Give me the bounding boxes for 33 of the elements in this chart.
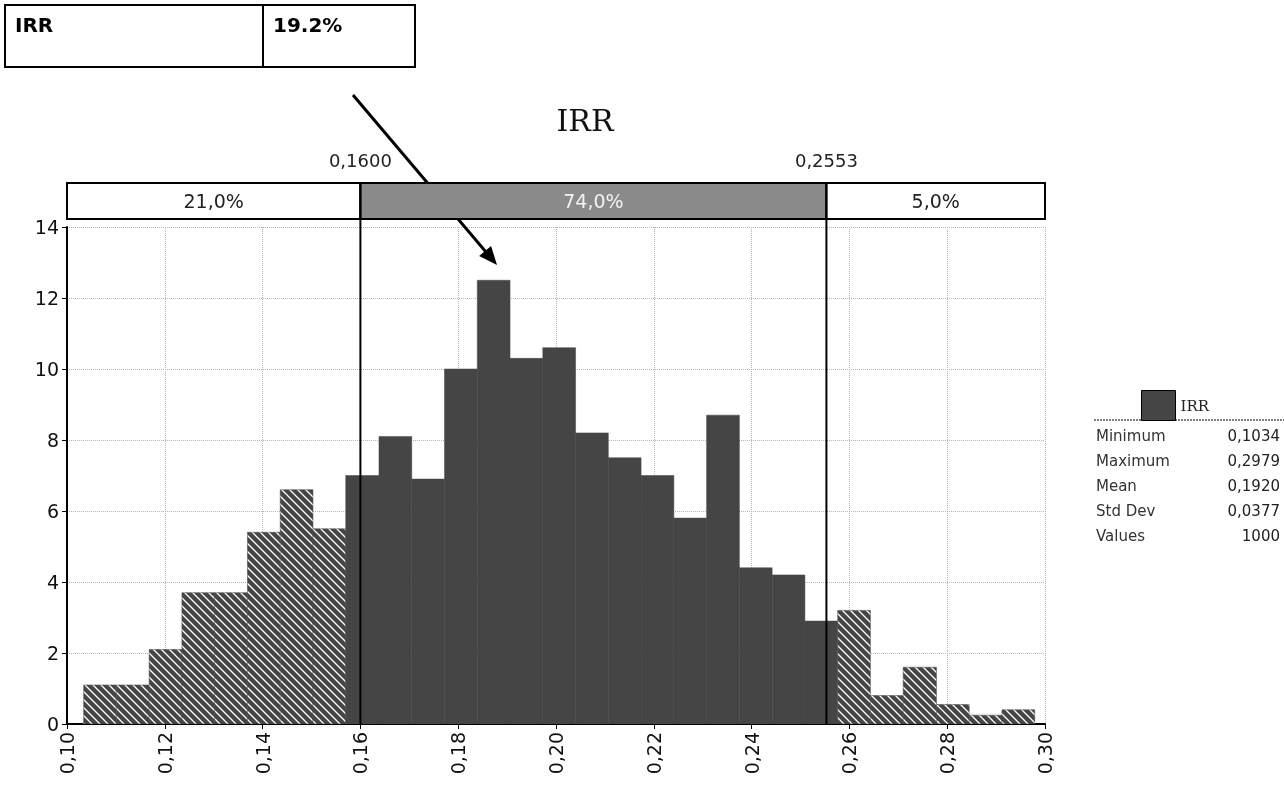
text: Std Dev 0,0377	[1096, 502, 1280, 520]
text: 74,0%	[563, 190, 624, 212]
x-tick-label: 0,12	[153, 732, 176, 775]
ref-line-label: 0,1600	[328, 149, 392, 171]
legend-label: IRR	[1180, 396, 1210, 415]
text: Mean 0,1920	[1096, 477, 1280, 495]
y-tick-label: 0	[46, 713, 59, 735]
x-tick-label: 0,24	[740, 732, 763, 775]
ref-line-label: 0,2553	[794, 149, 858, 171]
text: 21,0%	[183, 190, 244, 212]
chart-title: IRR	[556, 102, 615, 138]
y-tick-label: 14	[34, 216, 59, 238]
x-tick-label: 0,18	[447, 732, 470, 775]
text: Values 1000	[1096, 527, 1280, 545]
x-tick-label: 0,16	[349, 732, 372, 775]
x-tick-label: 0,14	[251, 732, 274, 775]
x-tick-label: 0,30	[1034, 732, 1056, 775]
x-tick-label: 0,26	[838, 732, 861, 775]
x-tick-label: 0,10	[56, 732, 78, 775]
text: 5,0%	[911, 190, 960, 212]
y-tick-label: 12	[34, 287, 59, 309]
x-tick-label: 0,20	[545, 732, 567, 775]
text: 19.2%	[273, 13, 343, 37]
y-tick-label: 4	[46, 571, 59, 593]
y-tick-label: 8	[46, 429, 59, 451]
y-tick-label: 10	[34, 358, 59, 380]
x-tick-label: 0,22	[642, 732, 665, 775]
y-tick-label: 6	[46, 500, 59, 522]
text: IRR	[15, 13, 54, 37]
text: Maximum 0,2979	[1096, 452, 1280, 470]
y-tick-label: 2	[46, 642, 59, 664]
x-tick-label: 0,28	[936, 732, 959, 775]
text: Minimum 0,1034	[1096, 427, 1280, 445]
